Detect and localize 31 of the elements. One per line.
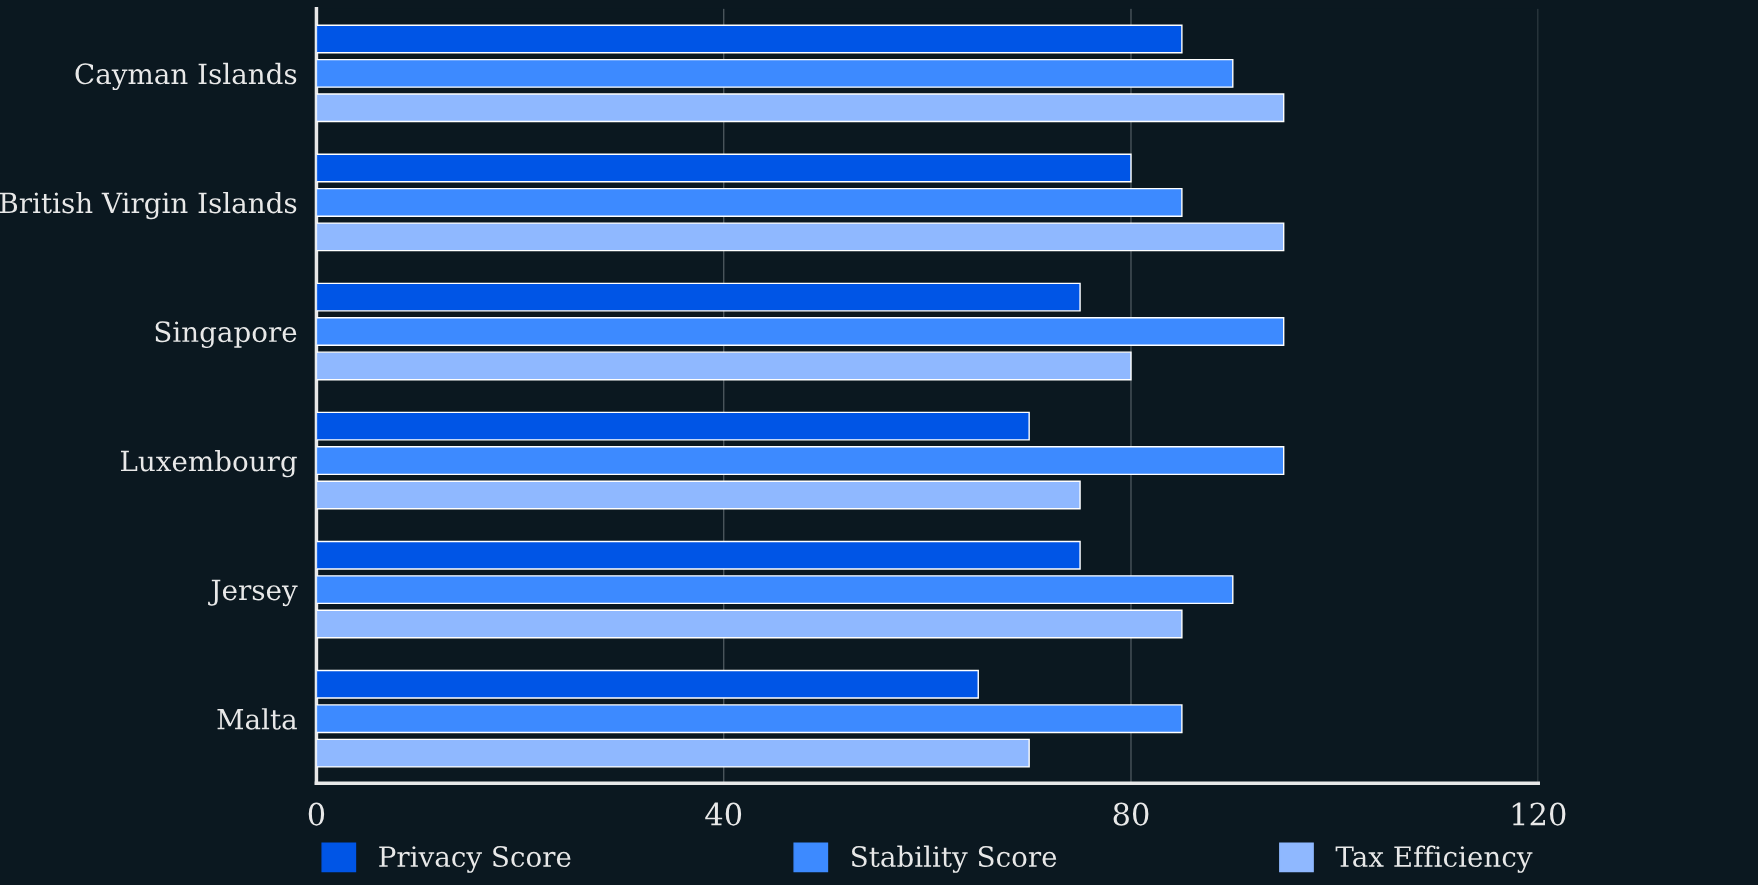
x-tick-label: 80 [1113, 802, 1149, 826]
y-tick-label: Singapore [155, 321, 297, 349]
y-tick-label: Cayman Islands [75, 62, 297, 91]
bar [316, 282, 1081, 312]
bar [316, 609, 1183, 639]
bar [316, 704, 1183, 734]
bar [316, 411, 1030, 441]
bar [316, 540, 1081, 570]
y-tick-label: British Virgin Islands [0, 191, 297, 220]
bar [316, 58, 1234, 88]
bar [316, 317, 1285, 346]
bar [316, 446, 1285, 476]
bar [316, 669, 979, 699]
legend-label: Privacy Score [379, 846, 571, 873]
bar [316, 738, 1030, 768]
x-tick-label: 120 [1512, 802, 1566, 826]
bar [316, 222, 1285, 252]
x-tick-label: 40 [705, 802, 742, 826]
y-tick-label: Jersey [208, 579, 298, 607]
bar [316, 351, 1132, 381]
bar [316, 480, 1081, 510]
legend-label: Stability Score [852, 845, 1057, 873]
y-tick-label: Luxembourg [120, 450, 297, 478]
bar [316, 24, 1183, 54]
legend-label: Tax Efficiency [1335, 845, 1533, 873]
x-tick-label: 0 [308, 802, 325, 826]
bar [316, 153, 1132, 183]
bar [316, 93, 1285, 123]
bar [316, 575, 1234, 605]
y-tick-label: Malta [217, 708, 297, 730]
bar [316, 187, 1183, 217]
